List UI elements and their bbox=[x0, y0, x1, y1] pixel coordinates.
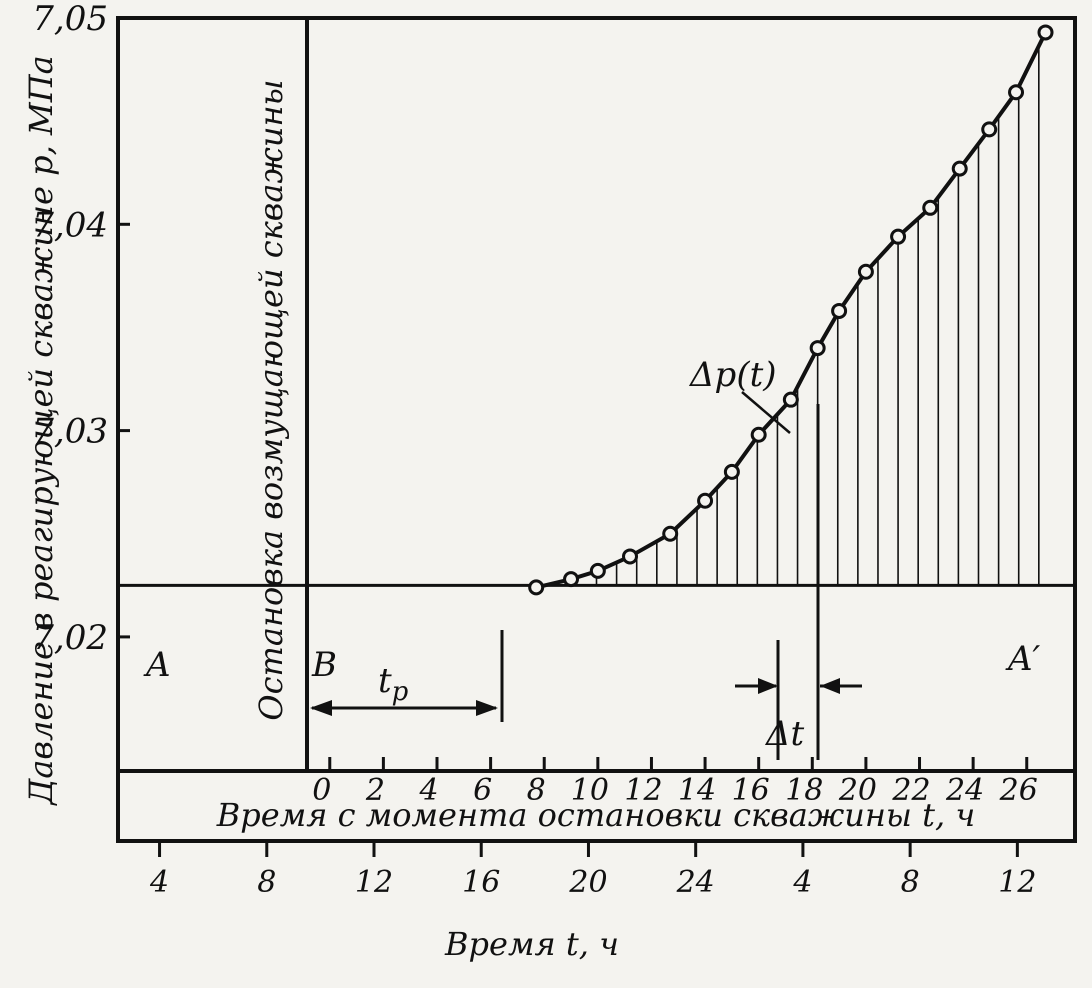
x-axis-label: Время с момента остановки скважины t, ч bbox=[216, 796, 975, 834]
dp-leader-line bbox=[741, 391, 791, 434]
x2-axis-label: Время t, ч bbox=[444, 925, 619, 963]
data-point bbox=[1037, 24, 1054, 41]
x-ticks: 0 2 4 6 8 10 12 14 16 18 20 22 24 26 bbox=[312, 757, 1038, 808]
x2-tick-label: 8 bbox=[257, 865, 276, 900]
data-point bbox=[622, 548, 639, 565]
y-tick-label: 7,04 bbox=[32, 205, 108, 245]
series-line bbox=[535, 31, 1048, 590]
data-point bbox=[782, 391, 799, 408]
data-point bbox=[857, 263, 874, 280]
x2-tick-label: 8 bbox=[901, 865, 920, 900]
tp-arrow-head-right bbox=[476, 700, 498, 716]
x2-tick-label: 12 bbox=[355, 865, 393, 900]
x-tick-label: 14 bbox=[678, 773, 716, 808]
annotations: A A′ B tp Δp(t) Δt Остановка возмущающей… bbox=[22, 55, 1041, 963]
data-point bbox=[662, 525, 679, 542]
x-tick-label: 26 bbox=[999, 773, 1038, 808]
x-tick-label: 2 bbox=[365, 773, 385, 808]
label-tp-sub: p bbox=[392, 677, 409, 707]
label-B: B bbox=[311, 645, 337, 685]
x-tick-label: 16 bbox=[732, 773, 770, 808]
data-point bbox=[890, 228, 907, 245]
x-tick-label: 12 bbox=[624, 773, 662, 808]
data-point bbox=[563, 571, 580, 588]
data-point bbox=[831, 302, 848, 319]
y-tick-label: 7,03 bbox=[32, 412, 108, 452]
x-tick-label: 20 bbox=[838, 773, 877, 808]
data-point bbox=[922, 199, 939, 216]
data-point bbox=[528, 579, 545, 596]
tp-arrow-head-left bbox=[310, 700, 332, 716]
x-tick-label: 0 bbox=[312, 773, 331, 808]
data-point bbox=[1008, 84, 1025, 101]
label-dp: Δp(t) bbox=[688, 355, 777, 395]
x-tick-label: 8 bbox=[527, 773, 546, 808]
x-tick-label: 22 bbox=[891, 773, 930, 808]
x-tick-label: 4 bbox=[418, 773, 438, 808]
y-tick-label: 7,05 bbox=[32, 0, 108, 39]
fill-lines bbox=[575, 46, 1040, 586]
x2-tick-label: 24 bbox=[676, 865, 715, 900]
x-tick-label: 24 bbox=[945, 773, 984, 808]
x2-tick-label: 4 bbox=[792, 865, 812, 900]
series-points bbox=[528, 24, 1054, 596]
y-tick-label: 7,02 bbox=[32, 618, 108, 658]
data-point bbox=[589, 562, 606, 579]
data-point bbox=[697, 492, 714, 509]
data-point bbox=[809, 340, 826, 357]
x-tick-label: 18 bbox=[785, 773, 823, 808]
x-tick-label: 6 bbox=[473, 773, 492, 808]
stop-label: Остановка возмущающей скважины bbox=[252, 79, 290, 720]
label-A-prime: A′ bbox=[1005, 639, 1041, 679]
x-tick-label: 10 bbox=[571, 773, 609, 808]
x2-ticks: 4 8 12 16 20 24 4 8 12 bbox=[149, 841, 1036, 900]
y-ticks: 7,02 7,03 7,04 7,05 bbox=[32, 0, 130, 658]
x2-tick-label: 12 bbox=[998, 865, 1036, 900]
data-point bbox=[723, 463, 740, 480]
dt-arrow-right-head bbox=[820, 678, 840, 694]
label-tp-main: t bbox=[378, 661, 392, 701]
label-tp: tp bbox=[378, 661, 409, 707]
x2-tick-label: 20 bbox=[568, 865, 607, 900]
data-point bbox=[981, 121, 998, 138]
label-dt: Δt bbox=[764, 714, 805, 754]
dt-arrow-left-head bbox=[758, 678, 778, 694]
x2-tick-label: 16 bbox=[462, 865, 500, 900]
y-axis-label: Давление в реагирующей скважине p, МПа bbox=[22, 55, 60, 806]
data-point bbox=[750, 426, 767, 443]
label-A: A bbox=[143, 645, 171, 685]
x2-tick-label: 4 bbox=[149, 865, 169, 900]
data-point bbox=[951, 160, 968, 177]
